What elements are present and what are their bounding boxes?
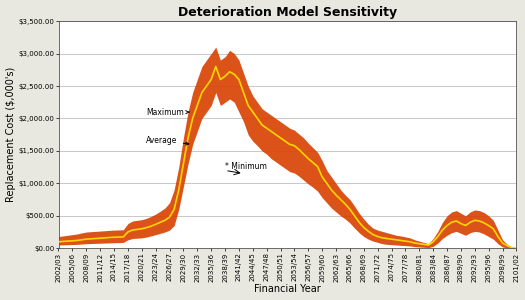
Text: * Minimum: * Minimum <box>225 162 267 171</box>
Text: Maximum: Maximum <box>146 108 190 117</box>
Title: Deterioration Model Sensitivity: Deterioration Model Sensitivity <box>178 6 397 19</box>
Text: Average: Average <box>146 136 189 145</box>
Y-axis label: Replacement Cost ($,000's): Replacement Cost ($,000's) <box>6 67 16 202</box>
X-axis label: Financial Year: Financial Year <box>254 284 321 294</box>
